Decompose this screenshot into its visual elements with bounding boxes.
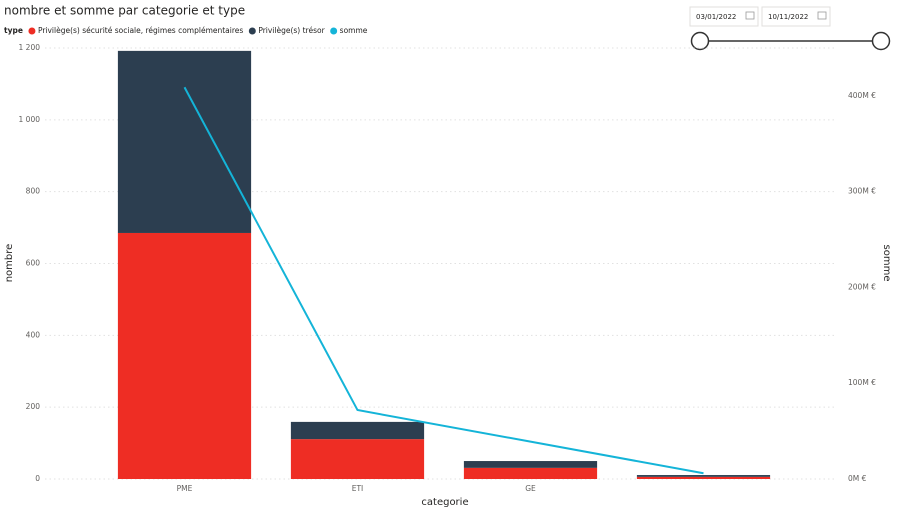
y-tick-label: 400 [26,330,41,339]
bar [463,461,598,468]
y-axis-title: nombre [4,244,15,283]
bar [117,50,252,233]
start-date[interactable]: 03/01/2022 [696,13,736,21]
y-tick-label: 600 [26,259,41,268]
bar [636,475,771,477]
bar [636,476,771,479]
y2-tick-label: 100M € [848,378,876,387]
y2-tick-label: 300M € [848,187,876,196]
end-date[interactable]: 10/11/2022 [768,13,808,21]
start-date-box[interactable] [689,6,759,27]
legend-label: Privilège(s) sécurité sociale, régimes c… [38,26,243,35]
legend-label: somme [340,26,368,35]
bar [463,467,598,479]
y2-axis-title: somme [881,245,892,282]
y-tick-label: 1 000 [19,115,41,124]
y2-tick-label: 0M € [848,474,867,483]
y-tick-label: 200 [26,402,41,411]
chart-title: nombre et somme par categorie et type [4,4,245,18]
end-date-box[interactable] [761,6,831,27]
x-tick-label: ETI [352,484,364,493]
line [183,86,704,475]
bar [290,421,425,440]
legend-label: Privilège(s) trésor [258,26,325,35]
bar [290,439,425,479]
y-tick-label: 1 200 [19,43,41,52]
date-slicer[interactable]: 03/01/2022 10/11/2022 [689,6,891,51]
calendar-icon[interactable] [817,11,827,20]
y2-tick-label: 200M € [848,282,876,291]
y2-tick-label: 400M € [848,91,876,100]
legend-marker [330,27,338,35]
y-tick-label: 800 [26,187,41,196]
slider-handle[interactable] [690,31,710,51]
bar [117,232,252,479]
legend-marker [248,27,256,35]
x-axis-title: categorie [421,497,468,508]
slider-handle[interactable] [871,31,891,51]
x-tick-label: PME [177,484,193,493]
y-tick-label: 0 [35,474,40,483]
x-tick-label: GE [525,484,536,493]
legend-title: type [4,26,23,35]
calendar-icon[interactable] [745,11,755,20]
legend-marker [28,27,36,35]
